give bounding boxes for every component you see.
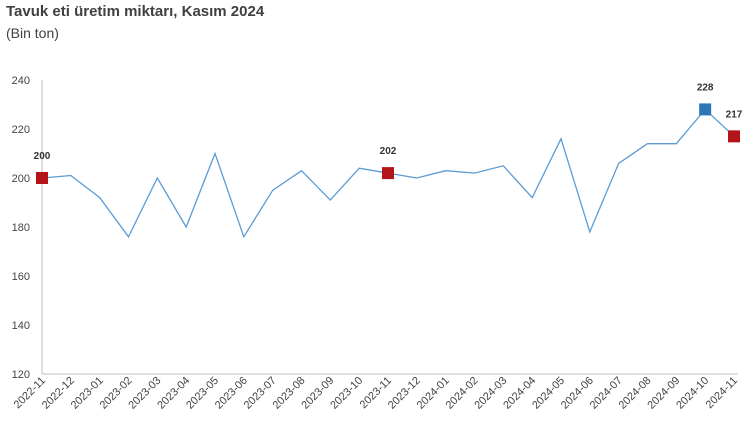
data-label: 202 [380,146,397,157]
x-tick-labels: 2022-112022-122023-012023-022023-032023-… [12,375,740,412]
x-tick-label: 2024-11 [704,375,740,411]
data-label: 217 [726,109,743,120]
highlight-marker [382,167,394,180]
y-tick-label: 200 [12,173,30,185]
y-tick-labels: 120 140 160 180 200 220 240 [12,75,30,381]
y-tick-label: 120 [12,369,30,381]
highlight-marker [699,103,712,116]
data-label: 200 [34,151,51,162]
highlight-marker [36,172,48,184]
y-tick-label: 220 [12,124,30,136]
y-tick-label: 240 [12,75,30,87]
y-tick-label: 180 [12,222,30,234]
chart-subtitle: (Bin ton) [6,25,59,41]
y-tick-label: 140 [12,320,30,332]
x-tick-label: 2024-10 [674,375,711,412]
chart-title: Tavuk eti üretim miktarı, Kasım 2024 [6,3,265,20]
highlight-marker [728,130,740,143]
y-tick-label: 160 [12,271,30,283]
highlight-markers: 200 202 228 217 [34,82,743,184]
x-tick-label: 2023-10 [328,375,365,412]
data-label: 228 [697,82,714,93]
